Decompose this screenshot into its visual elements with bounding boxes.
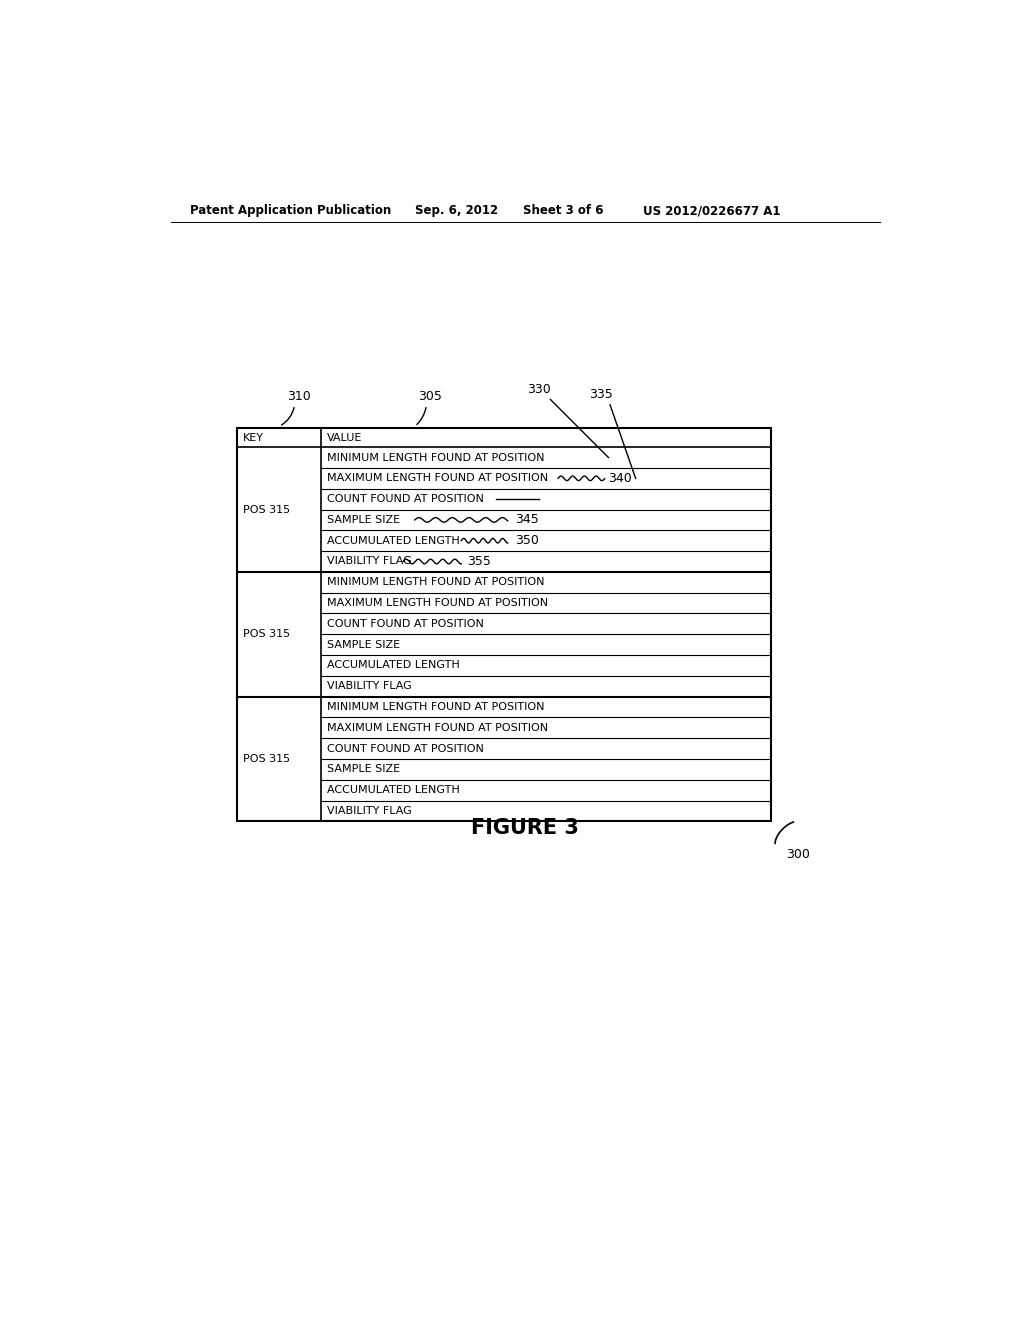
Text: VIABILITY FLAG: VIABILITY FLAG: [328, 681, 412, 692]
Text: MINIMUM LENGTH FOUND AT POSITION: MINIMUM LENGTH FOUND AT POSITION: [328, 577, 545, 587]
Text: COUNT FOUND AT POSITION: COUNT FOUND AT POSITION: [328, 619, 484, 628]
Text: 335: 335: [589, 388, 612, 401]
Text: 350: 350: [515, 535, 540, 548]
Text: VIABILITY FLAG: VIABILITY FLAG: [328, 557, 412, 566]
Text: Sheet 3 of 6: Sheet 3 of 6: [523, 205, 604, 218]
Text: POS 315: POS 315: [243, 630, 290, 639]
Text: SAMPLE SIZE: SAMPLE SIZE: [328, 640, 400, 649]
Text: Patent Application Publication: Patent Application Publication: [190, 205, 391, 218]
Text: ACCUMULATED LENGTH: ACCUMULATED LENGTH: [328, 785, 460, 795]
Text: 305: 305: [419, 391, 442, 404]
Text: ACCUMULATED LENGTH: ACCUMULATED LENGTH: [328, 536, 460, 545]
Text: MINIMUM LENGTH FOUND AT POSITION: MINIMUM LENGTH FOUND AT POSITION: [328, 702, 545, 711]
Text: ACCUMULATED LENGTH: ACCUMULATED LENGTH: [328, 660, 460, 671]
Text: POS 315: POS 315: [243, 504, 290, 515]
Text: COUNT FOUND AT POSITION: COUNT FOUND AT POSITION: [328, 494, 484, 504]
Text: POS 315: POS 315: [243, 754, 290, 764]
Text: Sep. 6, 2012: Sep. 6, 2012: [415, 205, 498, 218]
Text: KEY: KEY: [243, 433, 264, 442]
Text: MAXIMUM LENGTH FOUND AT POSITION: MAXIMUM LENGTH FOUND AT POSITION: [328, 474, 548, 483]
Text: 330: 330: [527, 383, 551, 396]
Text: 355: 355: [467, 554, 492, 568]
Text: FIGURE 3: FIGURE 3: [471, 818, 579, 838]
Text: US 2012/0226677 A1: US 2012/0226677 A1: [643, 205, 781, 218]
Bar: [237, 428, 771, 821]
Text: 300: 300: [786, 849, 810, 862]
Text: VIABILITY FLAG: VIABILITY FLAG: [328, 807, 412, 816]
Text: VALUE: VALUE: [328, 433, 362, 442]
Text: 310: 310: [287, 391, 310, 404]
Text: SAMPLE SIZE: SAMPLE SIZE: [328, 764, 400, 775]
Text: SAMPLE SIZE: SAMPLE SIZE: [328, 515, 400, 525]
Text: COUNT FOUND AT POSITION: COUNT FOUND AT POSITION: [328, 743, 484, 754]
Text: 340: 340: [608, 471, 632, 484]
Text: MINIMUM LENGTH FOUND AT POSITION: MINIMUM LENGTH FOUND AT POSITION: [328, 453, 545, 462]
Text: MAXIMUM LENGTH FOUND AT POSITION: MAXIMUM LENGTH FOUND AT POSITION: [328, 723, 548, 733]
Text: 345: 345: [515, 513, 540, 527]
Text: MAXIMUM LENGTH FOUND AT POSITION: MAXIMUM LENGTH FOUND AT POSITION: [328, 598, 548, 609]
